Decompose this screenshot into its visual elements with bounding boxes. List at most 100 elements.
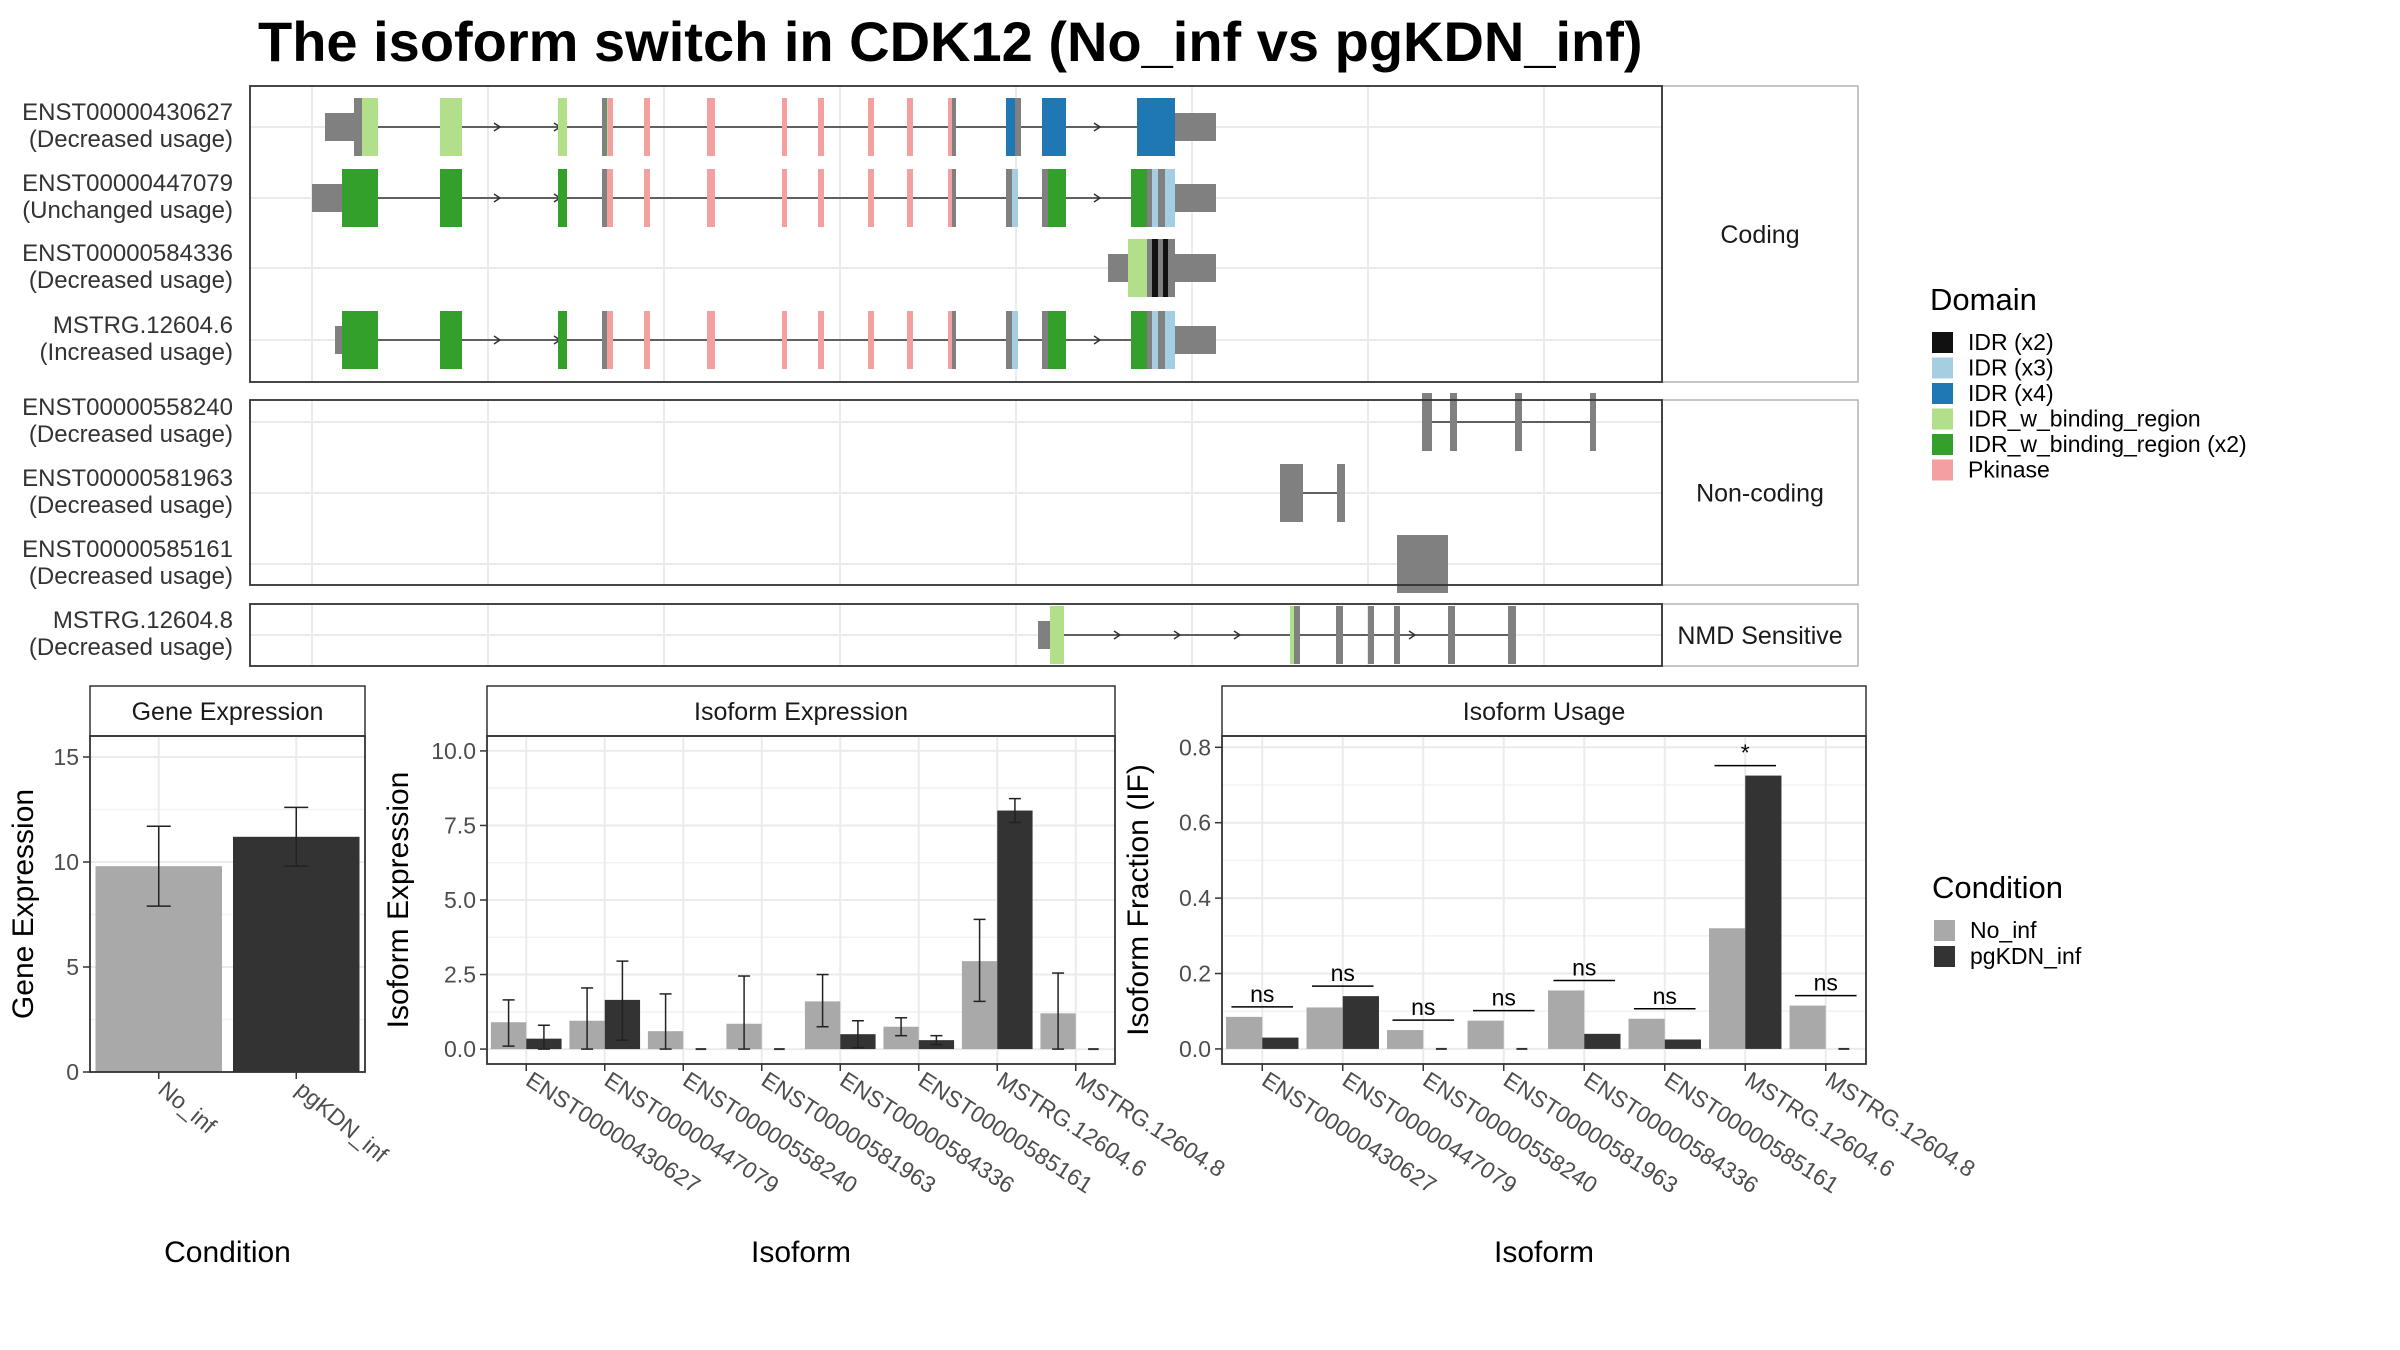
exon [1042,169,1048,227]
domain-exon [1048,169,1066,227]
y-axis-title: Isoform Fraction (IF) [1122,764,1155,1036]
exon [952,98,956,156]
domain-exon [1048,311,1066,369]
domain-exon [644,98,650,156]
y-tick-label: 0.0 [1179,1036,1211,1062]
domain-exon [1012,169,1018,227]
domain-legend-label: Pkinase [1968,457,2050,483]
strand-arrow [1093,193,1102,203]
transcript-usage: (Decreased usage) [29,492,233,519]
y-axis-title: Isoform Expression [382,772,415,1029]
domain-exon [558,98,567,156]
domain-exon [607,169,613,227]
transcript-name: ENST00000558240 [22,394,233,421]
transcript-usage: (Unchanged usage) [22,197,233,224]
bar [1789,1005,1826,1049]
transcript-enst00000558240: ENST00000558240(Decreased usage) [22,393,1596,451]
exon [1590,393,1596,451]
strand-arrow [1408,630,1417,640]
domain-legend-label: IDR (x3) [1968,355,2054,381]
exon [1038,621,1050,649]
x-axis-title: Condition [164,1236,291,1269]
strand-arrow [493,193,502,203]
domain-exon [558,169,567,227]
domain-exon [948,169,954,227]
exon [1280,464,1303,522]
exon [1147,169,1152,227]
transcript-mstrg.12604.6: MSTRG.12604.6(Increased usage) [40,311,1216,369]
bar [233,836,360,1072]
transcript-enst00000430627: ENST00000430627(Decreased usage) [22,98,1216,156]
domain-exon [644,169,650,227]
domain-legend-label: IDR (x4) [1968,380,2054,406]
domain-exon [1152,311,1158,369]
strand-arrow [1113,630,1122,640]
exon [1336,606,1343,664]
bar [1262,1037,1299,1049]
x-axis-title: Isoform [751,1236,851,1269]
y-tick-label: 10 [53,849,79,875]
bar [1226,1016,1263,1049]
exon [1422,393,1432,451]
y-tick-label: 5 [66,954,79,980]
transcript-name: ENST00000430627 [22,99,233,126]
exon [952,169,956,227]
domain-legend-key [1932,357,1953,379]
exon [1042,311,1048,369]
y-tick-label: 0.0 [444,1036,476,1062]
transcript-enst00000581963: ENST00000581963(Decreased usage) [22,464,1345,522]
structure-panel-non-coding: Non-coding [250,399,1859,586]
x-tick-label: No_inf [154,1076,222,1139]
significance-label: ns [1814,970,1838,996]
bar [1584,1033,1621,1049]
domain-legend-label: IDR_w_binding_region [1968,406,2201,432]
domain-exon [868,311,874,369]
panel-border [249,603,1663,667]
condition-legend-label: pgKDN_inf [1970,943,2082,969]
exon [312,184,342,212]
transcript-usage: (Decreased usage) [29,563,233,590]
exon [354,98,362,156]
domain-exon [782,98,787,156]
exon [1147,239,1152,297]
exon [1158,169,1165,227]
y-tick-label: 15 [53,744,79,770]
domain-legend-title: Domain [1930,282,2037,317]
domain-exon [948,98,954,156]
x-tick-label: pgKDN_inf [291,1076,393,1168]
exon [1015,98,1021,156]
bar [1548,990,1585,1049]
condition-legend-label: No_inf [1970,917,2037,943]
domain-legend-key [1932,332,1953,353]
domain-exon [1165,169,1175,227]
domain-exon [907,98,913,156]
transcript-enst00000447079: ENST00000447079(Unchanged usage) [22,169,1216,227]
isoform-expression-panel: Isoform Expression0.02.55.07.510.0ENST00… [382,685,1230,1269]
facet-strip-label: Isoform Usage [1463,698,1626,726]
isoform-usage-panel: Isoform Usage ns ns ns ns ns ns * ns 0.0 0.2 0.4 0.6… [1122,685,1980,1269]
domain-exon [1052,98,1066,156]
exon [1450,393,1457,451]
domain-exon [440,98,462,156]
domain-exon [1128,239,1147,297]
exon [1175,254,1216,282]
domain-exon [948,311,954,369]
y-tick-label: 5.0 [444,887,476,913]
transcript-usage: (Decreased usage) [29,126,233,153]
exon [602,169,607,227]
domain-exon [707,311,715,369]
domain-exon [440,169,462,227]
exon [1394,606,1400,664]
bar [1745,775,1782,1049]
bar [1709,928,1746,1049]
significance-label: ns [1331,960,1355,986]
domain-legend-key [1932,434,1953,455]
y-tick-label: 7.5 [444,812,476,838]
domain-exon [907,311,913,369]
panel-border [1221,735,1867,1065]
exon [1337,464,1345,522]
strand-arrow [493,335,502,345]
transcript-name: ENST00000447079 [22,170,233,197]
